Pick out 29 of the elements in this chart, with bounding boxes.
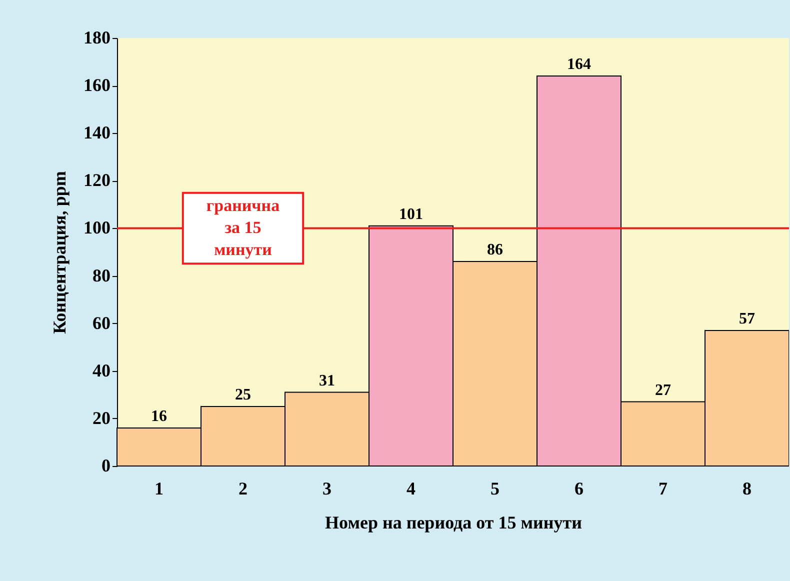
data-label: 25 [235, 386, 251, 404]
x-tick-label: 8 [742, 478, 752, 498]
y-tick-label: 20 [92, 408, 110, 428]
y-tick-label: 160 [84, 75, 110, 96]
data-label: 57 [739, 310, 755, 328]
data-label: 101 [399, 206, 423, 223]
data-label: 27 [655, 382, 671, 399]
y-tick-label: 140 [84, 122, 110, 143]
y-axis-title: Концентрация, ppm [50, 171, 70, 334]
x-axis-title: Номер на периода от 15 минути [325, 512, 582, 532]
y-tick-label: 80 [92, 265, 110, 286]
ref-line-label: гранична за 15 минути [206, 196, 280, 260]
x-tick-label: 4 [406, 478, 416, 498]
x-tick-label: 3 [322, 478, 332, 498]
data-label: 16 [151, 408, 167, 425]
data-label: 86 [487, 242, 503, 259]
y-tick-label: 120 [84, 170, 110, 190]
x-tick-label: 1 [154, 478, 164, 498]
data-label: 31 [319, 372, 335, 390]
x-tick-label: 6 [574, 478, 584, 498]
data-label: 164 [567, 56, 591, 74]
y-tick-label: 100 [84, 218, 110, 238]
x-tick-label: 2 [238, 478, 248, 498]
y-tick-label: 40 [92, 360, 110, 380]
y-tick-label: 180 [84, 28, 110, 48]
x-tick-label: 7 [658, 478, 668, 498]
y-tick-label: 0 [102, 456, 110, 476]
x-tick-label: 5 [490, 478, 500, 498]
y-tick-label: 60 [92, 312, 110, 333]
